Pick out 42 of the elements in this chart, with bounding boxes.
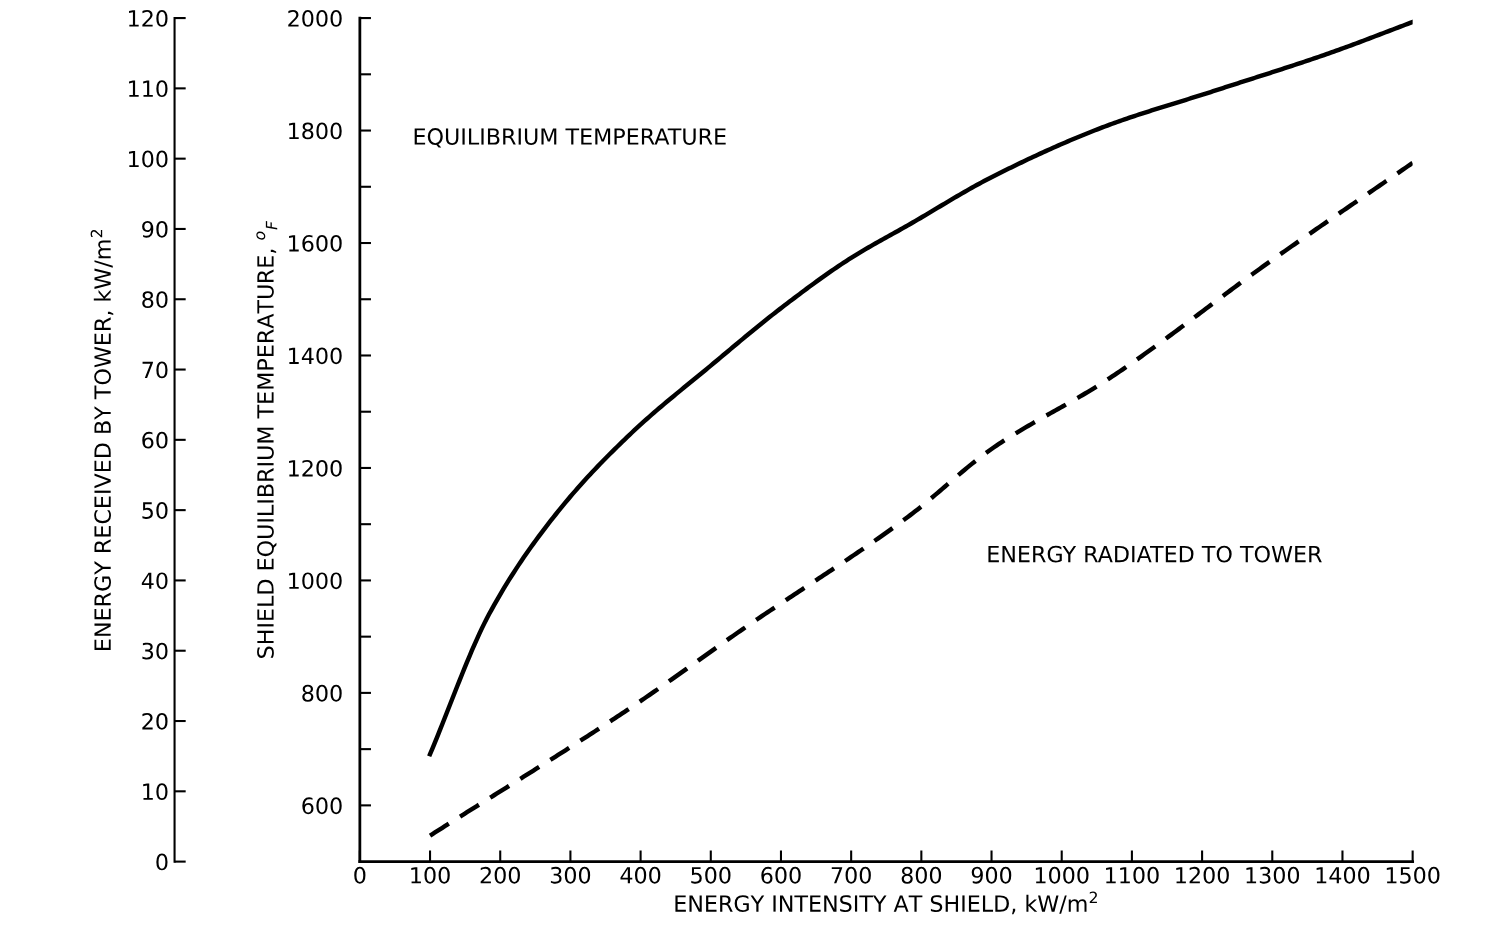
x-tick-label: 1200	[1176, 866, 1229, 884]
y2-tick-label: 120	[129, 10, 168, 27]
y2-tick-label: 80	[142, 291, 168, 309]
y-tick-label: 1200	[289, 459, 342, 477]
annotation: ENERGY RADIATED TO TOWER	[988, 545, 1322, 563]
y2-tick-label: 30	[142, 642, 168, 660]
x-axis-title: ENERGY INTENSITY AT SHIELD, kW/m$^{2}$	[675, 891, 1097, 915]
y2-tick-label: 100	[129, 150, 168, 168]
x-tick-label: 500	[691, 866, 731, 884]
x-tick-label: 1000	[1035, 866, 1089, 884]
y-axis-title: SHIELD EQUILIBRIUM TEMPERATURE, $^{o}$$_{F}$	[256, 220, 278, 658]
x-tick-label: 700	[831, 866, 871, 884]
x-tick-label: 0	[354, 866, 366, 884]
y-tick-label: 600	[302, 797, 342, 815]
x-tick-label: 900	[971, 866, 1012, 884]
y-tick-label: 1600	[289, 234, 342, 252]
y-tick-label: 1000	[289, 572, 342, 590]
x-tick-label: 300	[550, 866, 591, 884]
y2-tick-label: 40	[141, 572, 168, 590]
x-tick-label: 800	[901, 866, 942, 884]
y2-tick-label: 0	[156, 853, 168, 871]
x-tick-label: 100	[411, 866, 450, 884]
y2-tick-label: 50	[142, 502, 168, 519]
annotation: EQUILIBRIUM TEMPERATURE	[414, 128, 726, 148]
x-tick-label: 1500	[1386, 866, 1440, 884]
y2-tick-label: 20	[142, 712, 168, 730]
y-tick-label: 2000	[288, 10, 342, 27]
y2-tick-label: 10	[143, 783, 168, 801]
y2-axis-title: ENERGY RECEIVED BY TOWER, kW/m$^{2}$	[90, 229, 114, 650]
x-tick-label: 1100	[1106, 866, 1159, 884]
y-tick-label: 1800	[289, 122, 342, 140]
x-tick-label: 400	[620, 866, 661, 884]
x-tick-label: 600	[761, 866, 801, 884]
x-tick-label: 200	[480, 866, 520, 884]
y2-tick-label: 90	[142, 220, 168, 238]
x-tick-label: 1300	[1246, 866, 1300, 884]
y2-tick-label: 70	[142, 361, 168, 379]
y2-tick-label: 110	[129, 80, 168, 98]
y-tick-label: 800	[302, 684, 342, 702]
y2-tick-label: 60	[142, 431, 168, 449]
y-tick-label: 1400	[289, 347, 342, 365]
x-tick-label: 1400	[1316, 866, 1370, 884]
